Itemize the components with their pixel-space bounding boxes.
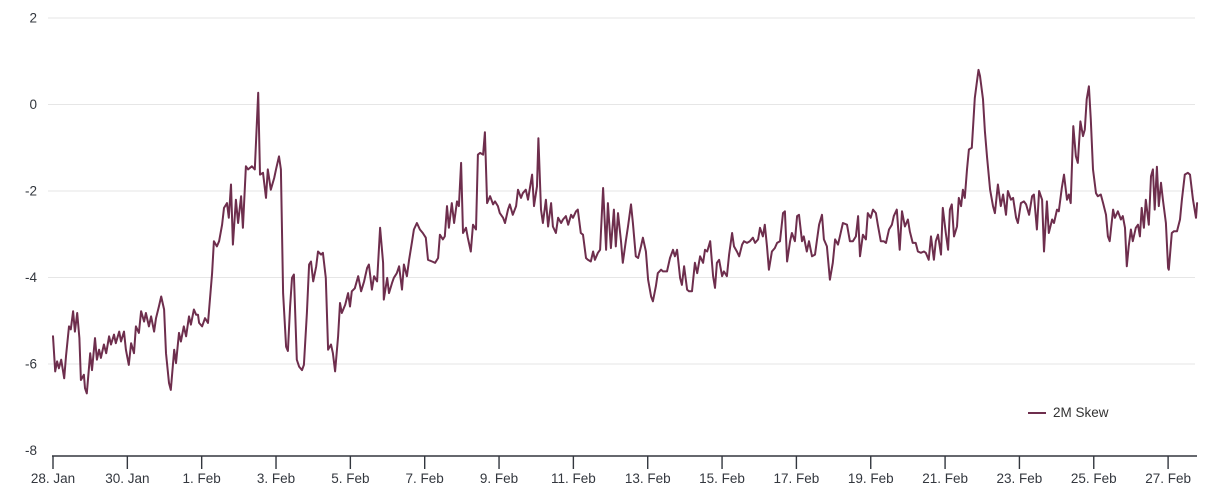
y-axis-label--2: -2: [25, 184, 37, 199]
x-axis-label-27. Feb: 27. Feb: [1145, 471, 1191, 486]
y-axis-label-0: 0: [29, 97, 37, 112]
legend-item-2m-skew[interactable]: 2M Skew: [1028, 404, 1109, 422]
x-axis-label-19. Feb: 19. Feb: [848, 471, 894, 486]
x-axis-label-21. Feb: 21. Feb: [922, 471, 968, 486]
x-axis-label-9. Feb: 9. Feb: [480, 471, 518, 486]
x-axis-label-28. Jan: 28. Jan: [31, 471, 75, 486]
legend-line-marker: [1028, 412, 1046, 414]
y-axis-label--6: -6: [25, 357, 37, 372]
legend-label: 2M Skew: [1053, 405, 1109, 420]
x-axis-label-25. Feb: 25. Feb: [1071, 471, 1117, 486]
y-axis-label--4: -4: [25, 270, 37, 285]
x-axis-label-3. Feb: 3. Feb: [257, 471, 295, 486]
series-line-2m-skew: [52, 68, 1199, 395]
y-gridlines: [48, 17, 1195, 365]
x-axis-label-15. Feb: 15. Feb: [699, 471, 745, 486]
x-axis-label-11. Feb: 11. Feb: [551, 471, 596, 486]
x-axis-label-7. Feb: 7. Feb: [406, 471, 444, 486]
x-axis-label-5. Feb: 5. Feb: [331, 471, 369, 486]
x-axis-ticks: [52, 456, 1169, 469]
x-axis-label-30. Jan: 30. Jan: [105, 471, 149, 486]
y-axis-label--8: -8: [25, 443, 37, 458]
x-axis-labels: 28. Jan 30. Jan 1. Feb 3. Feb 5. Feb 7. Feb 9.…: [31, 471, 1191, 486]
y-axis-label-2: 2: [29, 11, 37, 26]
y-axis-labels: 2 0 -2 -4 -6 -8: [25, 11, 37, 459]
x-axis-label-23. Feb: 23. Feb: [997, 471, 1043, 486]
x-axis-label-17. Feb: 17. Feb: [774, 471, 820, 486]
x-axis-label-1. Feb: 1. Feb: [183, 471, 221, 486]
x-axis-label-13. Feb: 13. Feb: [625, 471, 671, 486]
